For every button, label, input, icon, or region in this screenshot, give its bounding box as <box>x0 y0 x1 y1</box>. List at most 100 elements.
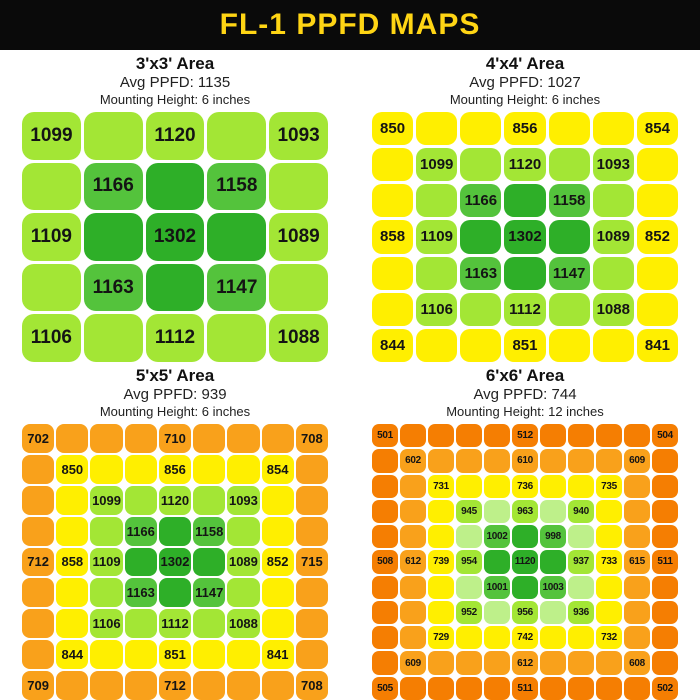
ppfd-cell <box>227 454 260 484</box>
ppfd-cell <box>428 575 454 599</box>
ppfd-cell: 841 <box>261 640 294 670</box>
ppfd-cell <box>90 578 123 608</box>
ppfd-cell <box>460 328 502 362</box>
ppfd-cell <box>568 525 594 549</box>
ppfd-cell <box>548 148 590 182</box>
ppfd-cell: 956 <box>512 600 538 625</box>
ppfd-cell <box>193 671 226 700</box>
ppfd-cell: 610 <box>512 449 538 473</box>
ppfd-cell: 1001 <box>484 575 510 599</box>
ppfd-cell: 612 <box>512 651 538 675</box>
ppfd-cell: 858 <box>56 547 89 577</box>
ppfd-cell <box>416 256 458 290</box>
ppfd-cell <box>624 676 650 700</box>
ppfd-cell: 1002 <box>484 525 510 549</box>
page-title: FL-1 PPFD MAPS <box>219 8 481 41</box>
ppfd-cell <box>592 256 634 290</box>
ppfd-cell <box>596 449 622 473</box>
ppfd-cell <box>124 454 157 484</box>
ppfd-cell: 742 <box>512 626 538 650</box>
ppfd-cell <box>512 575 538 599</box>
ppfd-cell: 1089 <box>269 213 328 261</box>
ppfd-cell <box>652 651 678 675</box>
ppfd-cell <box>428 676 454 700</box>
ppfd-cell <box>295 516 328 546</box>
ppfd-panels: 3'x3' Area Avg PPFD: 1135 Mounting Heigh… <box>0 50 700 700</box>
ppfd-cell <box>416 112 458 146</box>
ppfd-cell <box>207 112 267 160</box>
ppfd-cell: 731 <box>428 474 454 498</box>
ppfd-cell: 1099 <box>90 485 123 515</box>
ppfd-cell <box>193 547 226 577</box>
ppfd-cell <box>568 575 594 599</box>
ppfd-cell: 1302 <box>145 213 205 261</box>
ppfd-cell: 1120 <box>158 485 192 515</box>
ppfd-cell <box>548 112 590 146</box>
ppfd-cell <box>428 600 454 625</box>
ppfd-cell <box>193 485 226 515</box>
ppfd-cell: 856 <box>158 454 192 484</box>
ppfd-cell: 856 <box>504 112 546 146</box>
ppfd-cell: 1120 <box>504 148 546 182</box>
ppfd-cell <box>428 525 454 549</box>
ppfd-cell: 854 <box>261 454 294 484</box>
ppfd-cell: 852 <box>261 547 294 577</box>
ppfd-cell: 735 <box>596 474 622 498</box>
ppfd-cell: 615 <box>624 550 650 574</box>
ppfd-cell <box>56 516 89 546</box>
ppfd-cell <box>484 474 510 498</box>
ppfd-cell: 1089 <box>592 220 634 254</box>
ppfd-cell <box>624 424 650 448</box>
ppfd-cell: 1112 <box>158 609 192 639</box>
ppfd-cell <box>193 454 226 484</box>
ppfd-cell <box>484 550 510 574</box>
ppfd-cell <box>295 640 328 670</box>
ppfd-cell <box>22 263 81 312</box>
ppfd-cell <box>83 112 143 160</box>
ppfd-cell <box>484 449 510 473</box>
ppfd-cell <box>484 600 510 625</box>
ppfd-cell: 1166 <box>124 516 157 546</box>
ppfd-cell: 1302 <box>504 220 546 254</box>
ppfd-cell <box>124 640 157 670</box>
ppfd-cell: 1120 <box>145 112 205 160</box>
mounting-height-4x4: Mounting Height: 6 inches <box>449 92 601 107</box>
ppfd-cell: 505 <box>372 676 398 700</box>
ppfd-cell <box>22 485 55 515</box>
ppfd-cell: 511 <box>512 676 538 700</box>
ppfd-cell <box>652 525 678 549</box>
ppfd-cell: 708 <box>295 671 328 700</box>
ppfd-cell: 1099 <box>22 112 81 160</box>
ppfd-cell <box>372 600 398 625</box>
ppfd-cell: 602 <box>400 449 426 473</box>
ppfd-cell: 502 <box>652 676 678 700</box>
panel-title-5x5: 5'x5' Area <box>135 366 215 385</box>
ppfd-cell: 1109 <box>22 213 81 261</box>
ppfd-cell <box>145 162 205 211</box>
ppfd-cell <box>269 162 328 211</box>
ppfd-cell <box>484 626 510 650</box>
ppfd-cell <box>540 600 566 625</box>
ppfd-cell: 712 <box>158 671 192 700</box>
ppfd-cell: 501 <box>372 424 398 448</box>
ppfd-grid-5x5: 702 710 708 850 856 854 1099 1120 1093 1166 1158 71… <box>22 424 328 700</box>
ppfd-cell <box>652 575 678 599</box>
ppfd-cell <box>652 499 678 524</box>
ppfd-cell <box>22 640 55 670</box>
ppfd-cell: 1088 <box>592 292 634 326</box>
ppfd-cell <box>124 609 157 639</box>
avg-ppfd-6x6: Avg PPFD: 744 <box>473 386 577 403</box>
ppfd-cell: 512 <box>512 424 538 448</box>
avg-ppfd-4x4: Avg PPFD: 1027 <box>469 74 581 91</box>
ppfd-cell <box>592 112 634 146</box>
ppfd-cell <box>456 651 482 675</box>
panel-6x6-area: 6'x6' Area Avg PPFD: 744 Mounting Height… <box>350 362 700 700</box>
ppfd-cell <box>83 314 143 362</box>
ppfd-cell <box>540 626 566 650</box>
ppfd-cell: 844 <box>56 640 89 670</box>
ppfd-cell <box>504 184 546 218</box>
ppfd-cell <box>540 449 566 473</box>
ppfd-cell <box>416 184 458 218</box>
ppfd-cell <box>56 671 89 700</box>
ppfd-cell <box>124 485 157 515</box>
